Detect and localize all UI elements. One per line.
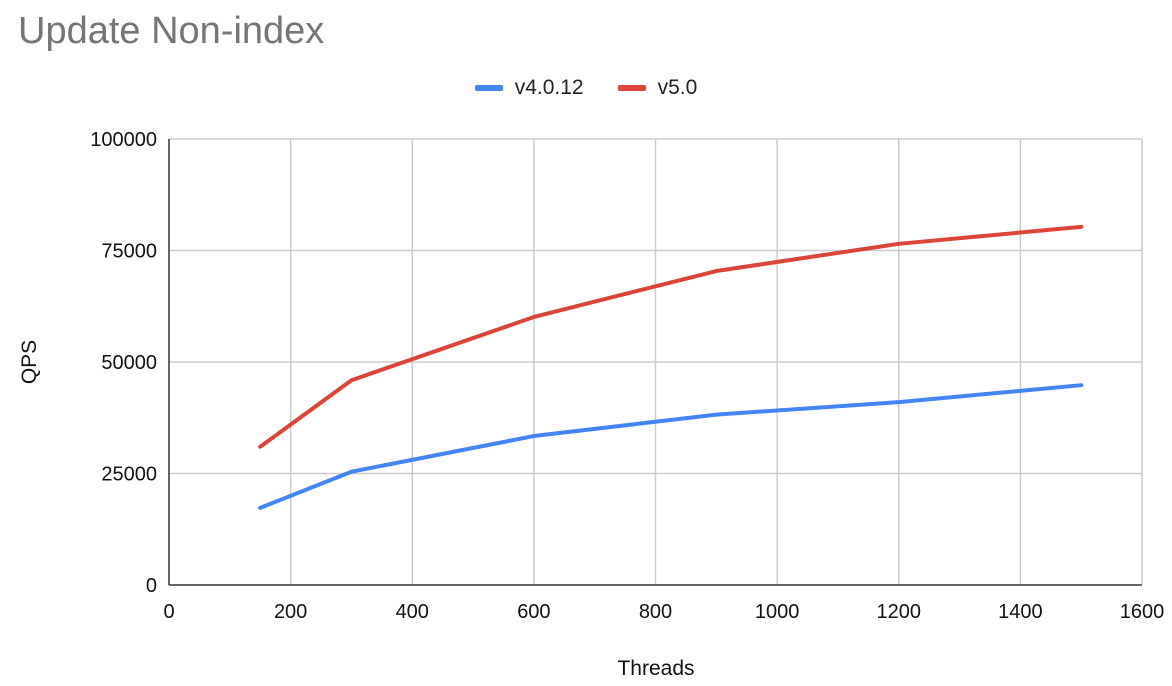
y-tick-labels: 0 25000 50000 75000 100000 bbox=[90, 129, 157, 597]
y-tick-label: 25000 bbox=[101, 464, 157, 486]
x-tick-label: 1400 bbox=[998, 601, 1043, 623]
series-line-v4-0-12 bbox=[258, 383, 1084, 510]
x-axis-title: Threads bbox=[617, 657, 694, 680]
chart-legend: v4.0.12 v5.0 bbox=[0, 76, 1172, 100]
grid-lines bbox=[169, 138, 1143, 585]
x-tick-label: 1000 bbox=[755, 601, 800, 623]
legend-swatch-v4-0-12 bbox=[474, 85, 503, 91]
legend-swatch-v5-0 bbox=[617, 85, 646, 91]
y-axis-title: QPS bbox=[18, 340, 41, 384]
y-tick-label: 100000 bbox=[90, 129, 157, 151]
chart-title: Update Non-index bbox=[18, 10, 325, 52]
x-tick-label: 1200 bbox=[877, 601, 922, 623]
x-tick-label: 200 bbox=[274, 601, 307, 623]
x-tick-label: 600 bbox=[517, 601, 550, 623]
x-tick-labels: 0 200 400 600 800 1000 1200 1400 1600 bbox=[163, 601, 1164, 623]
axes bbox=[168, 139, 1142, 586]
y-tick-label: 50000 bbox=[101, 352, 157, 374]
x-tick-label: 1600 bbox=[1120, 601, 1165, 623]
legend-label-v5-0: v5.0 bbox=[657, 76, 698, 99]
legend-item-v4-0-12: v4.0.12 bbox=[474, 76, 584, 100]
legend-label-v4-0-12: v4.0.12 bbox=[514, 76, 584, 99]
x-tick-label: 0 bbox=[163, 601, 174, 623]
x-tick-label: 400 bbox=[396, 601, 429, 623]
series-line-v5-0 bbox=[258, 224, 1084, 449]
y-tick-label: 75000 bbox=[101, 241, 157, 263]
legend-item-v5-0: v5.0 bbox=[617, 76, 698, 100]
series-lines bbox=[258, 224, 1084, 510]
y-tick-label: 0 bbox=[146, 575, 157, 597]
x-tick-label: 800 bbox=[639, 601, 672, 623]
